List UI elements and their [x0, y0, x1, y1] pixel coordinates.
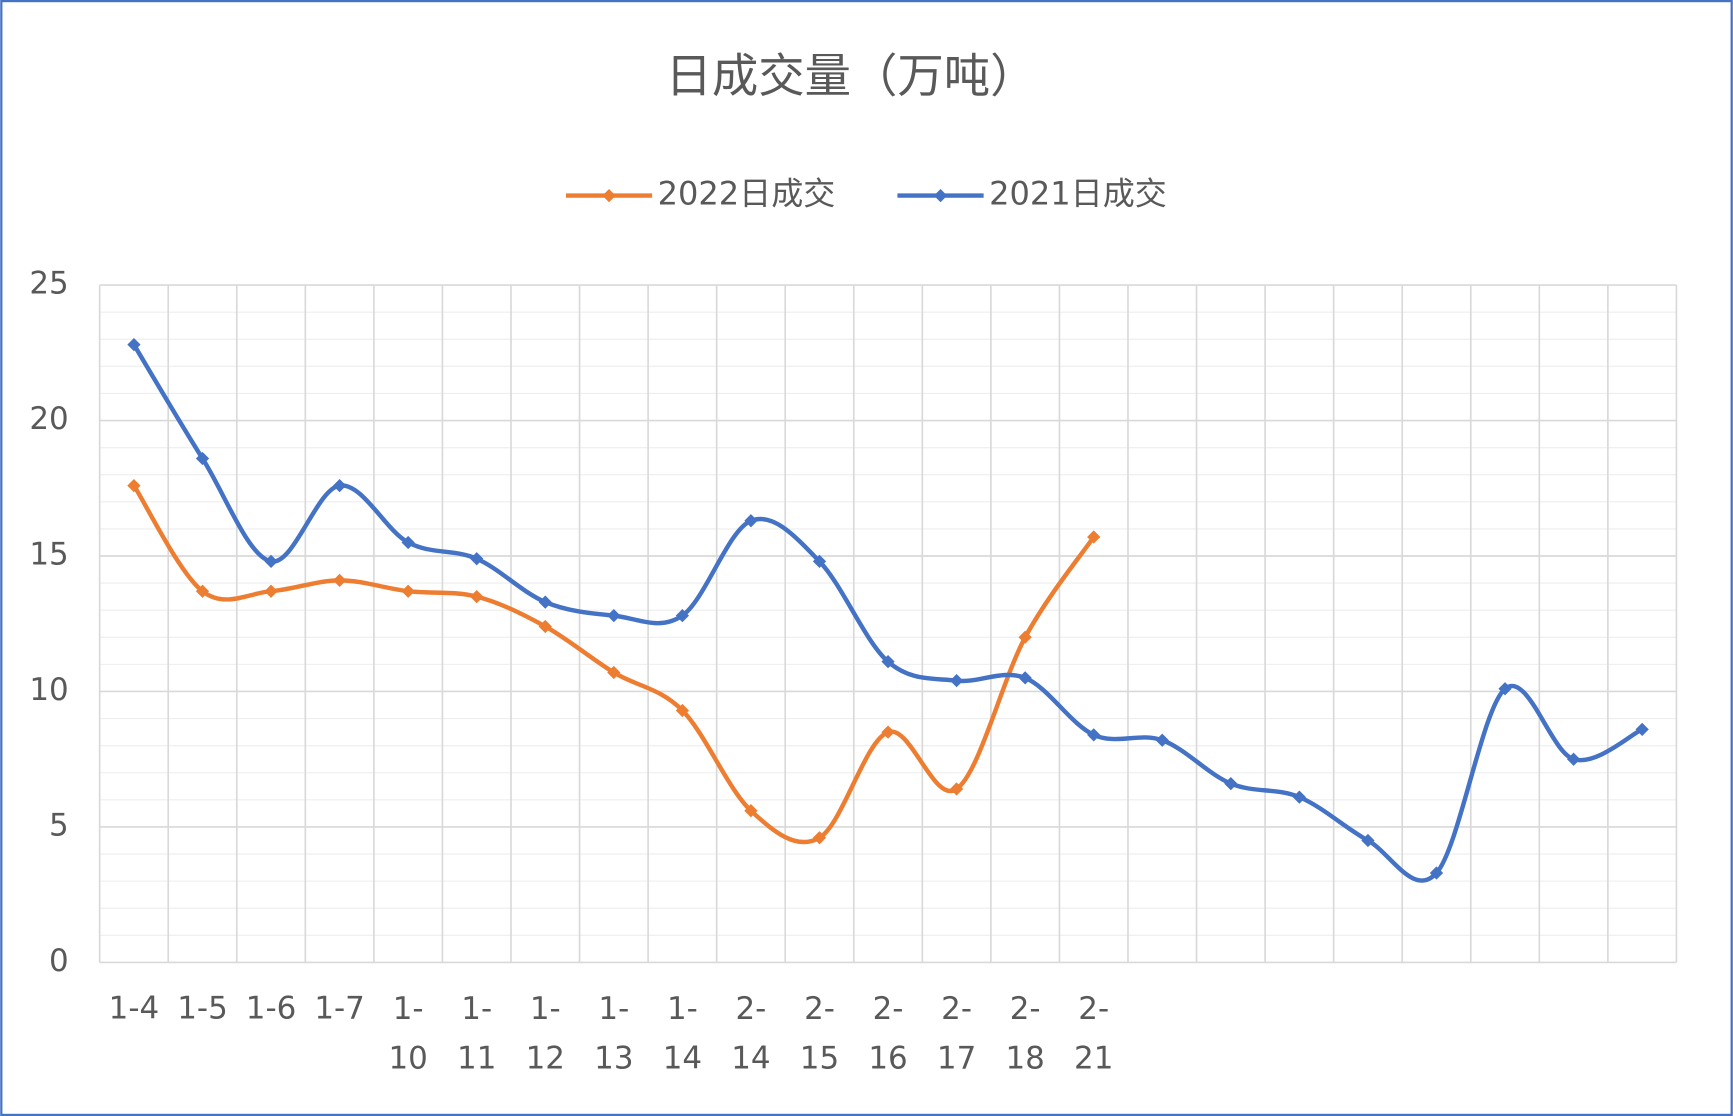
y-tick-label: 0 — [49, 943, 69, 979]
marker — [332, 573, 347, 588]
marker — [675, 703, 690, 718]
x-tick-label: 1-12 — [526, 990, 565, 1076]
marker — [1087, 728, 1101, 742]
marker — [264, 554, 278, 569]
marker — [1224, 776, 1238, 791]
marker — [1018, 671, 1032, 685]
marker — [538, 619, 552, 634]
x-tick-label: 1-13 — [594, 990, 633, 1076]
legend-label: 2022日成交 — [658, 175, 836, 213]
marker — [470, 590, 484, 604]
x-tick-label: 1-7 — [314, 990, 365, 1026]
x-tick-label: 2-18 — [1005, 990, 1044, 1076]
marker — [1498, 682, 1512, 696]
marker — [607, 608, 621, 623]
x-tick-label: 1-10 — [388, 990, 427, 1076]
marker — [264, 584, 278, 598]
marker — [1429, 866, 1444, 880]
marker — [744, 514, 758, 528]
x-tick-label: 1-4 — [109, 990, 160, 1026]
marker — [195, 451, 210, 466]
x-tick-label: 1-5 — [177, 990, 228, 1026]
y-tick-label: 10 — [29, 672, 68, 708]
marker — [675, 608, 690, 623]
y-tick-label: 5 — [49, 807, 69, 843]
marker — [1018, 630, 1032, 644]
x-tick-label: 1-14 — [663, 990, 702, 1076]
x-tick-label: 2-17 — [937, 990, 976, 1076]
series-line — [132, 343, 1644, 883]
marker — [470, 552, 484, 566]
marker — [1566, 752, 1581, 766]
marker — [332, 478, 347, 493]
x-tick-label: 1-6 — [246, 990, 297, 1026]
chart-title: 日成交量（万吨） — [665, 49, 1036, 103]
y-tick-label: 25 — [29, 266, 68, 302]
x-tick-label: 2-21 — [1074, 990, 1113, 1076]
marker — [607, 665, 621, 680]
marker — [195, 584, 210, 598]
x-tick-label: 2-16 — [868, 990, 907, 1076]
x-tick-label: 2-14 — [731, 990, 770, 1076]
marker — [401, 584, 415, 598]
marker — [812, 554, 827, 569]
marker — [538, 595, 552, 609]
y-tick-label: 20 — [29, 401, 68, 437]
x-tick-label: 1-11 — [457, 990, 496, 1076]
marker — [881, 655, 895, 669]
x-tick-label: 2-15 — [800, 990, 839, 1076]
legend-label: 2021日成交 — [989, 175, 1167, 213]
y-tick-label: 15 — [29, 537, 68, 573]
